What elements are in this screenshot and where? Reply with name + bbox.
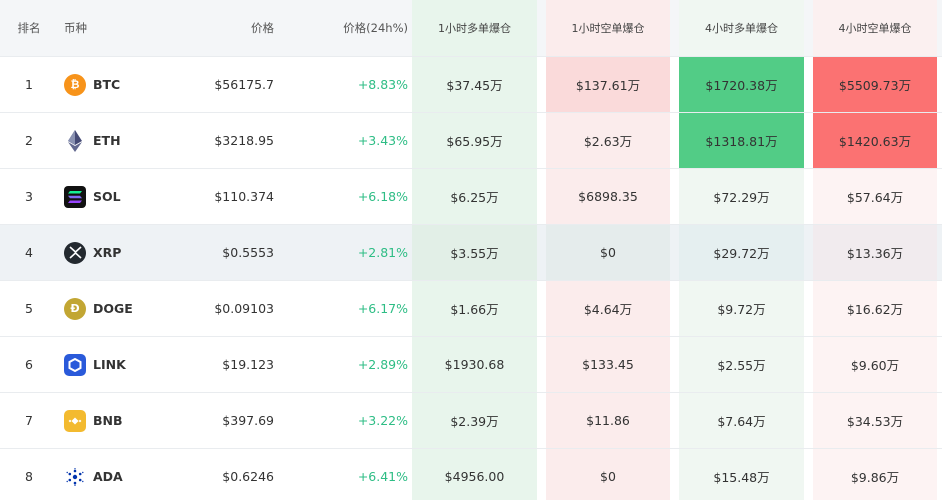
long-4h-cell: $7.64万 — [679, 393, 804, 448]
price-cell: $19.123 — [222, 357, 274, 372]
change-cell: +3.22% — [357, 413, 408, 428]
long-4h-cell: $9.72万 — [679, 281, 804, 336]
short-4h-cell: $5509.73万 — [813, 57, 937, 112]
rank-cell: 7 — [25, 413, 33, 428]
rank-cell: 3 — [25, 189, 33, 204]
header-long-1h[interactable]: 1小时多单爆仓 — [412, 0, 537, 56]
table-row[interactable]: 6 LINK $19.123 +2.89% $1930.68 $133.45 $… — [0, 336, 942, 392]
price-cell: $3218.95 — [214, 133, 274, 148]
short-4h-cell: $9.86万 — [813, 449, 937, 500]
rank-cell: 6 — [25, 357, 33, 372]
price-cell: $110.374 — [214, 189, 274, 204]
table-row[interactable]: 2 ETH $3218.95 +3.43% $65.95万 $2.63万 $13… — [0, 112, 942, 168]
ethereum-icon — [64, 129, 86, 152]
coin-cell[interactable]: XRP — [64, 225, 194, 280]
chainlink-icon — [64, 353, 86, 376]
rank-cell: 5 — [25, 301, 33, 316]
long-1h-cell: $3.55万 — [412, 225, 537, 280]
coin-symbol: ADA — [93, 469, 123, 484]
short-4h-cell: $9.60万 — [813, 337, 937, 392]
price-cell: $0.09103 — [214, 301, 274, 316]
rank-cell: 8 — [25, 469, 33, 484]
coin-symbol: BTC — [93, 77, 121, 92]
header-long-4h[interactable]: 4小时多单爆仓 — [679, 0, 804, 56]
coin-symbol: SOL — [93, 189, 121, 204]
short-4h-cell: $16.62万 — [813, 281, 937, 336]
change-cell: +6.17% — [357, 301, 408, 316]
coin-symbol: LINK — [93, 357, 126, 372]
rank-cell: 2 — [25, 133, 33, 148]
short-1h-cell: $0 — [546, 449, 670, 500]
table-row[interactable]: 7 BNB $397.69 +3.22% $2.39万 $11.86 $7.64… — [0, 392, 942, 448]
price-cell: $0.5553 — [222, 245, 274, 260]
table-row[interactable]: 4 XRP $0.5553 +2.81% $3.55万 $0 $29.72万 $… — [0, 224, 942, 280]
coin-symbol: XRP — [93, 245, 122, 260]
long-1h-cell: $37.45万 — [412, 57, 537, 112]
coin-cell[interactable]: ADA — [64, 449, 194, 500]
dogecoin-icon: Ð — [64, 297, 86, 320]
short-4h-cell: $1420.63万 — [813, 113, 937, 168]
short-1h-cell: $6898.35 — [546, 169, 670, 224]
change-cell: +6.41% — [357, 469, 408, 484]
long-4h-cell: $29.72万 — [679, 225, 804, 280]
long-4h-cell: $1720.38万 — [679, 57, 804, 112]
coin-symbol: ETH — [93, 133, 121, 148]
long-1h-cell: $1.66万 — [412, 281, 537, 336]
coin-cell[interactable]: BNB — [64, 393, 194, 448]
xrp-icon — [64, 241, 86, 264]
header-price[interactable]: 价格 — [251, 21, 274, 35]
rank-cell: 1 — [25, 77, 33, 92]
short-1h-cell: $2.63万 — [546, 113, 670, 168]
change-cell: +6.18% — [357, 189, 408, 204]
short-1h-cell: $133.45 — [546, 337, 670, 392]
change-cell: +2.89% — [357, 357, 408, 372]
coin-symbol: BNB — [93, 413, 123, 428]
long-1h-cell: $6.25万 — [412, 169, 537, 224]
long-4h-cell: $72.29万 — [679, 169, 804, 224]
short-4h-cell: $57.64万 — [813, 169, 937, 224]
coin-cell[interactable]: ETH — [64, 113, 194, 168]
coin-cell[interactable]: LINK — [64, 337, 194, 392]
header-short-1h[interactable]: 1小时空单爆仓 — [546, 0, 670, 56]
price-cell: $397.69 — [222, 413, 274, 428]
table-row[interactable]: 1 ₿ BTC $56175.7 +8.83% $37.45万 $137.61万… — [0, 56, 942, 112]
bnb-icon — [64, 409, 86, 432]
header-rank[interactable]: 排名 — [17, 21, 41, 35]
header-short-4h[interactable]: 4小时空单爆仓 — [813, 0, 937, 56]
short-4h-cell: $34.53万 — [813, 393, 937, 448]
change-cell: +2.81% — [357, 245, 408, 260]
short-1h-cell: $0 — [546, 225, 670, 280]
long-4h-cell: $2.55万 — [679, 337, 804, 392]
long-4h-cell: $1318.81万 — [679, 113, 804, 168]
short-1h-cell: $137.61万 — [546, 57, 670, 112]
short-1h-cell: $11.86 — [546, 393, 670, 448]
table-row[interactable]: 5 Ð DOGE $0.09103 +6.17% $1.66万 $4.64万 $… — [0, 280, 942, 336]
coin-cell[interactable]: ₿ BTC — [64, 57, 194, 112]
long-1h-cell: $1930.68 — [412, 337, 537, 392]
rank-cell: 4 — [25, 245, 33, 260]
long-1h-cell: $4956.00 — [412, 449, 537, 500]
price-cell: $56175.7 — [214, 77, 274, 92]
solana-icon — [64, 185, 86, 208]
table-row[interactable]: 3 SOL $110.374 +6.18% $6.25万 $6898.35 $7… — [0, 168, 942, 224]
long-1h-cell: $65.95万 — [412, 113, 537, 168]
header-change[interactable]: 价格(24h%) — [343, 21, 408, 35]
coin-symbol: DOGE — [93, 301, 133, 316]
bitcoin-icon: ₿ — [64, 73, 86, 96]
coin-cell[interactable]: Ð DOGE — [64, 281, 194, 336]
table-row[interactable]: 8 ADA $0.6246 +6.41% $4956.00 $0 $15.48万… — [0, 448, 942, 500]
long-1h-cell: $2.39万 — [412, 393, 537, 448]
table-header: 排名 币种 价格 价格(24h%) 1小时多单爆仓 1小时空单爆仓 4小时多单爆… — [0, 0, 942, 56]
short-4h-cell: $13.36万 — [813, 225, 937, 280]
change-cell: +3.43% — [357, 133, 408, 148]
coin-cell[interactable]: SOL — [64, 169, 194, 224]
header-coin[interactable]: 币种 — [64, 21, 87, 35]
price-cell: $0.6246 — [222, 469, 274, 484]
short-1h-cell: $4.64万 — [546, 281, 670, 336]
change-cell: +8.83% — [357, 77, 408, 92]
long-4h-cell: $15.48万 — [679, 449, 804, 500]
cardano-icon — [64, 466, 86, 488]
